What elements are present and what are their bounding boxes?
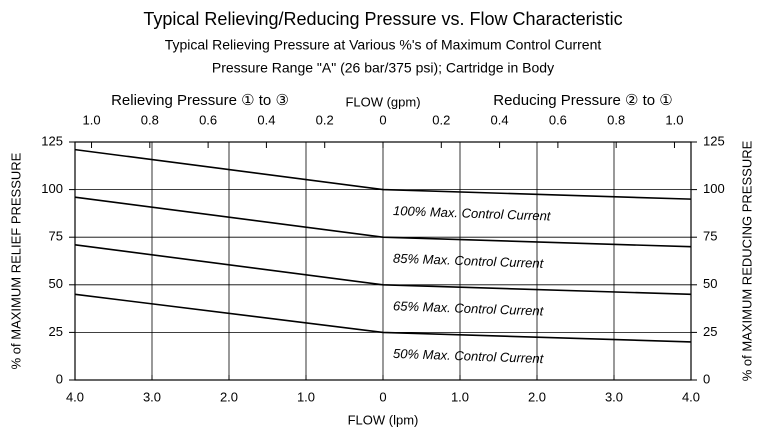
chart-subtitle: Typical Relieving Pressure at Various %'… [165, 37, 602, 53]
y2-tick-label: 75 [703, 229, 717, 244]
y-tick-label: 100 [41, 181, 63, 196]
x2-tick-label: 0.2 [432, 112, 450, 127]
x2-tick-label: 0 [379, 112, 386, 127]
y2-tick-label: 125 [703, 133, 725, 148]
x-tick-label: 1.0 [297, 389, 315, 404]
x-axis-label: FLOW (lpm) [348, 412, 419, 427]
series-label: 85% Max. Control Current [393, 251, 545, 271]
x2-tick-label: 0.8 [141, 112, 159, 127]
series-label: 65% Max. Control Current [393, 298, 545, 318]
y2-tick-label: 0 [703, 371, 710, 386]
series-line [74, 293, 692, 343]
x2-tick-label: 0.2 [316, 112, 334, 127]
y2-axis-label: % of MAXIMUM REDUCING PRESSURE [739, 140, 754, 381]
series-line [74, 196, 692, 248]
x-tick-label: 4.0 [682, 389, 700, 404]
chart-title: Typical Relieving/Reducing Pressure vs. … [143, 9, 622, 29]
x-tick-label: 0 [379, 389, 386, 404]
y-tick-label: 0 [56, 371, 63, 386]
x2-axis-label: FLOW (gpm) [345, 94, 420, 109]
x-tick-label: 3.0 [143, 389, 161, 404]
x-tick-label: 3.0 [605, 389, 623, 404]
y2-tick-label: 100 [703, 181, 725, 196]
x2-tick-label: 0.6 [199, 112, 217, 127]
x2-axis-label: Reducing Pressure ② to ① [493, 92, 672, 109]
x2-tick-label: 1.0 [665, 112, 683, 127]
series-line [74, 148, 692, 200]
y2-tick-label: 50 [703, 276, 717, 291]
series-line [74, 244, 692, 296]
series-label: 50% Max. Control Current [393, 346, 545, 366]
y2-tick-label: 25 [703, 324, 717, 339]
series-label: 100% Max. Control Current [393, 203, 552, 224]
x-tick-label: 2.0 [528, 389, 546, 404]
x-tick-label: 1.0 [451, 389, 469, 404]
y-tick-label: 25 [49, 324, 63, 339]
x2-tick-label: 0.4 [257, 112, 275, 127]
y-tick-label: 75 [49, 229, 63, 244]
x2-tick-label: 1.0 [82, 112, 100, 127]
y-tick-label: 50 [49, 276, 63, 291]
x2-tick-label: 0.4 [491, 112, 509, 127]
y-tick-label: 125 [41, 133, 63, 148]
y-axis-label: % of MAXIMUM RELIEF PRESSURE [8, 152, 23, 369]
x2-tick-label: 0.8 [607, 112, 625, 127]
chart-subtitle: Pressure Range "A" (26 bar/375 psi); Car… [212, 60, 554, 76]
x2-axis-label: Relieving Pressure ① to ③ [111, 92, 289, 109]
x-tick-label: 2.0 [220, 389, 238, 404]
x-tick-label: 4.0 [66, 389, 84, 404]
x2-tick-label: 0.6 [549, 112, 567, 127]
